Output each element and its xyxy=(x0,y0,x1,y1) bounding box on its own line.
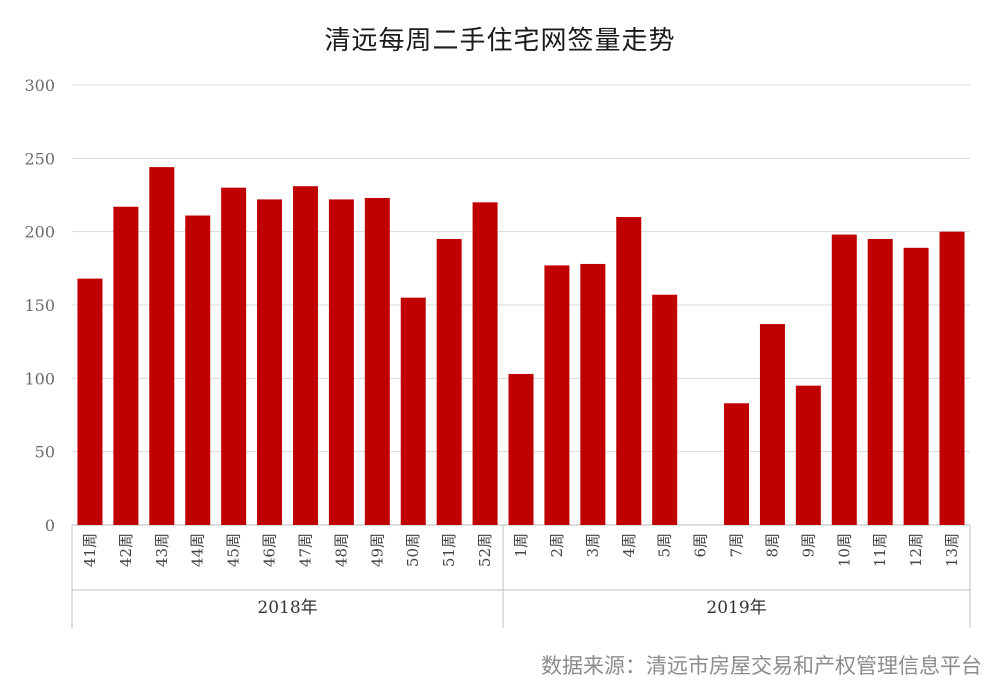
x-tick-label: 4周 xyxy=(620,533,638,558)
x-tick-label: 48周 xyxy=(332,533,350,567)
x-axis-category-labels: 41周 42周 43周 44周 45周 46周 47周 48周 49周 50周 51周 52周 1周 2周… xyxy=(81,533,961,567)
bar xyxy=(903,247,929,526)
bars xyxy=(77,167,965,526)
x-tick-label: 41周 xyxy=(81,533,99,567)
bar xyxy=(759,324,785,525)
bar xyxy=(436,239,462,525)
bar xyxy=(149,167,175,525)
x-tick-label: 44周 xyxy=(189,533,207,567)
x-tick-label: 50周 xyxy=(404,533,422,567)
x-tick-label: 6周 xyxy=(692,533,710,558)
y-tick-label: 0 xyxy=(45,516,55,535)
bar xyxy=(221,187,247,525)
y-tick-label: 300 xyxy=(24,76,55,95)
bar xyxy=(508,373,534,525)
y-tick-label: 200 xyxy=(24,223,55,242)
bar xyxy=(544,265,570,525)
x-tick-label: 46周 xyxy=(261,533,279,567)
x-tick-label: 9周 xyxy=(799,533,817,558)
x-tick-label: 12周 xyxy=(907,533,925,567)
x-tick-label: 13周 xyxy=(943,533,961,567)
bar xyxy=(113,206,139,525)
bar xyxy=(795,385,821,525)
bar xyxy=(77,278,103,525)
bar xyxy=(652,294,678,525)
source-note: 数据来源：清远市房屋交易和产权管理信息平台 xyxy=(541,654,982,678)
x-tick-label: 5周 xyxy=(656,533,674,558)
bar xyxy=(364,197,390,525)
x-tick-label: 1周 xyxy=(512,533,530,558)
bar xyxy=(616,217,642,525)
chart-title: 清远每周二手住宅网签量走势 xyxy=(324,26,676,56)
x-tick-label: 47周 xyxy=(296,533,314,567)
x-tick-label: 2周 xyxy=(548,533,566,558)
bar xyxy=(831,234,857,525)
bar xyxy=(292,186,318,525)
bar xyxy=(472,202,498,526)
y-tick-label: 50 xyxy=(35,443,55,462)
x-tick-label: 49周 xyxy=(368,533,386,567)
y-axis-tick-labels: 0 50 100 150 200 250 300 xyxy=(24,76,55,535)
bar xyxy=(257,199,283,525)
x-group-label: 2018年 xyxy=(257,598,317,618)
bar xyxy=(939,231,965,525)
y-tick-label: 250 xyxy=(24,149,55,168)
x-tick-label: 10周 xyxy=(835,533,853,567)
x-tick-label: 43周 xyxy=(153,533,171,567)
x-tick-label: 52周 xyxy=(476,533,494,567)
x-tick-label: 51周 xyxy=(440,533,458,567)
bar xyxy=(328,199,354,525)
x-tick-label: 7周 xyxy=(728,533,746,558)
x-tick-label: 3周 xyxy=(584,533,602,558)
x-tick-label: 45周 xyxy=(225,533,243,567)
x-axis-group-labels: 2018年 2019年 xyxy=(257,525,767,628)
bar xyxy=(185,215,211,526)
bar xyxy=(580,263,606,525)
y-tick-label: 100 xyxy=(24,369,55,388)
x-tick-label: 8周 xyxy=(763,533,781,558)
bar xyxy=(724,403,750,525)
bar xyxy=(867,239,893,525)
x-tick-label: 11周 xyxy=(871,533,889,567)
bar xyxy=(400,297,426,525)
x-tick-label: 42周 xyxy=(117,533,135,567)
x-group-label: 2019年 xyxy=(706,598,766,618)
y-tick-label: 150 xyxy=(24,296,55,315)
